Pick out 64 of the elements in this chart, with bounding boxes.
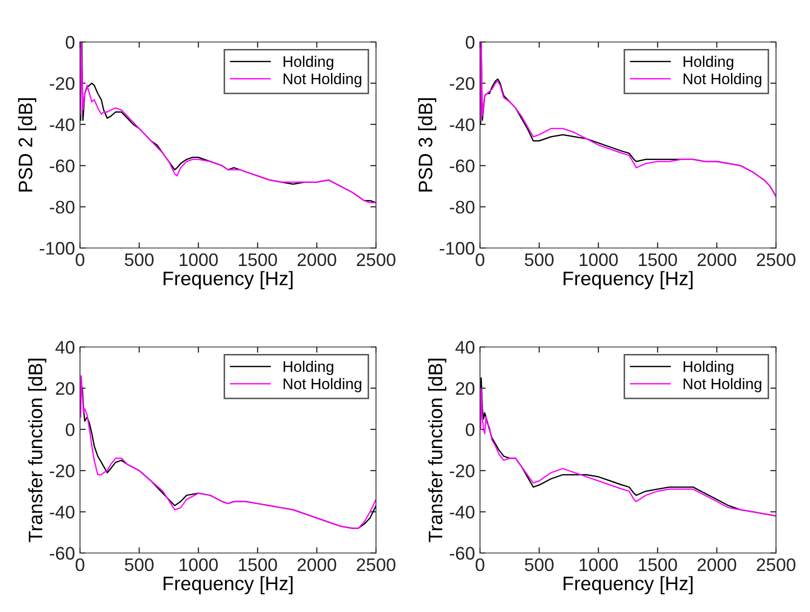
y-tick-label: -100 xyxy=(40,242,74,255)
y-tick-label: 20 xyxy=(56,382,74,395)
x-tick-label: 1000 xyxy=(580,253,618,266)
x-tick-label: 2000 xyxy=(698,558,736,572)
legend-label: Not Holding xyxy=(284,73,362,88)
legend-label: Holding xyxy=(684,360,734,375)
y-tick-label: -20 xyxy=(50,464,74,478)
legend-label: Not Holding xyxy=(284,378,362,392)
x-axis-title: Frequency [Hz] xyxy=(164,271,293,290)
y-tick-label: -60 xyxy=(50,546,74,560)
x-tick-label: 1500 xyxy=(638,558,677,572)
y-tick-label: -80 xyxy=(450,200,474,214)
y-axis-title: PSD 3 [dB] xyxy=(418,98,436,192)
y-tick-label: 40 xyxy=(455,340,474,354)
y-tick-label: 0 xyxy=(466,36,474,49)
y-tick-label: -20 xyxy=(450,77,474,90)
legend-label: Holding xyxy=(284,56,334,70)
x-tick-label: 500 xyxy=(524,253,554,266)
x-tick-label: 500 xyxy=(124,253,154,266)
x-tick-label: 0 xyxy=(476,253,484,266)
x-tick-label: 500 xyxy=(524,558,554,572)
y-tick-label: -60 xyxy=(450,160,474,172)
x-tick-label: 2000 xyxy=(698,253,736,266)
x-tick-label: 0 xyxy=(476,558,484,572)
y-tick-label: -40 xyxy=(450,118,474,132)
x-axis-title: Frequency [Hz] xyxy=(164,576,293,594)
y-tick-label: -40 xyxy=(50,118,74,132)
y-tick-label: 0 xyxy=(66,423,74,436)
y-tick-label: -80 xyxy=(50,200,74,214)
x-tick-label: 1500 xyxy=(638,253,677,266)
y-tick-label: -60 xyxy=(450,546,474,560)
y-axis-title: Transfer function [dB] xyxy=(428,358,446,542)
y-axis-title: PSD 2 [dB] xyxy=(18,98,36,192)
x-tick-label: 1500 xyxy=(238,253,277,266)
x-tick-label: 2000 xyxy=(298,558,336,572)
x-tick-label: 2500 xyxy=(356,558,396,572)
y-tick-label: -20 xyxy=(50,77,74,90)
x-tick-label: 0 xyxy=(76,253,84,266)
x-tick-label: 1500 xyxy=(238,558,277,572)
x-axis-title: Frequency [Hz] xyxy=(564,271,693,290)
legend-label: Not Holding xyxy=(684,378,762,392)
y-tick-label: 40 xyxy=(55,340,74,354)
legend-label: Not Holding xyxy=(684,73,762,88)
y-tick-label: 0 xyxy=(466,423,474,436)
x-tick-label: 2500 xyxy=(356,253,396,266)
x-tick-label: 1000 xyxy=(180,558,218,572)
y-tick-label: -40 xyxy=(50,506,74,519)
y-tick-label: -20 xyxy=(450,464,474,478)
legend-label: Holding xyxy=(684,56,734,70)
x-tick-label: 2500 xyxy=(756,253,796,266)
x-tick-label: 2000 xyxy=(298,253,336,266)
x-tick-label: 1000 xyxy=(580,558,618,572)
y-tick-label: 0 xyxy=(66,36,74,49)
x-tick-label: 1000 xyxy=(180,253,218,266)
legend-label: Holding xyxy=(284,360,334,375)
y-tick-label: -60 xyxy=(50,160,74,172)
y-tick-label: 20 xyxy=(456,382,474,395)
x-tick-label: 2500 xyxy=(756,558,796,572)
x-axis-title: Frequency [Hz] xyxy=(564,576,693,594)
y-axis-title: Transfer function [dB] xyxy=(28,358,46,542)
x-tick-label: 0 xyxy=(76,558,84,572)
y-tick-label: -100 xyxy=(440,242,474,255)
y-tick-label: -40 xyxy=(450,506,474,519)
x-tick-label: 500 xyxy=(124,558,154,572)
